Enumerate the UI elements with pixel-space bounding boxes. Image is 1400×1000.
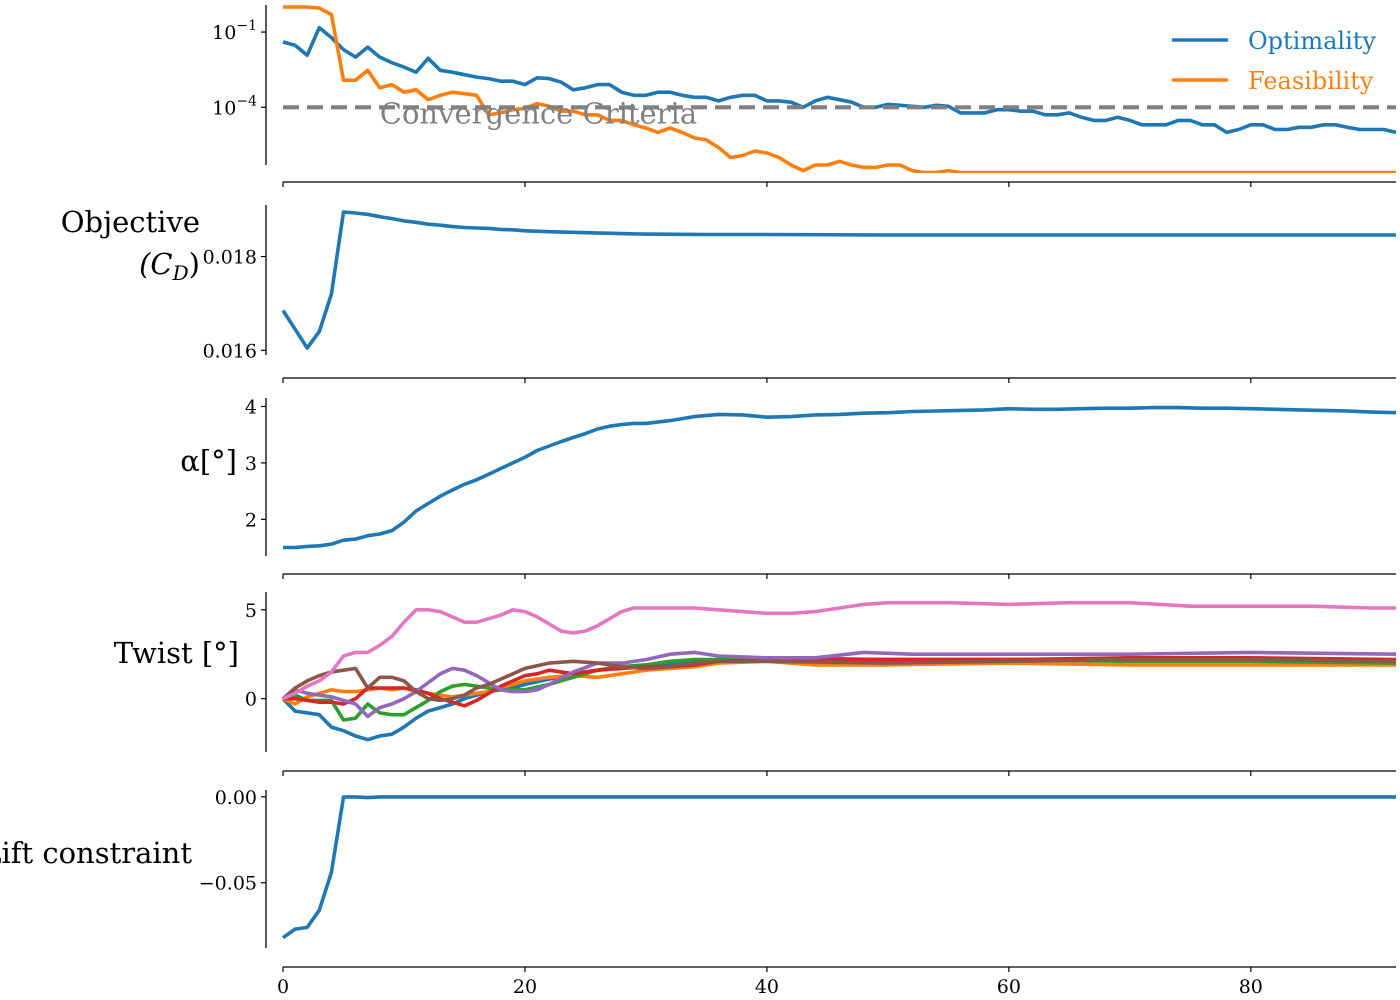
y-tick-label: 10−1	[212, 18, 257, 44]
y-axis-label-line2: (CD)	[139, 247, 200, 285]
series-line-1	[283, 405, 1397, 550]
x-tick-label: 60	[997, 976, 1021, 998]
convergence-criteria-annotation: Convergence Criteria	[380, 96, 697, 130]
series-line-7	[282, 600, 1396, 701]
series-line-1	[281, 210, 1396, 350]
x-tick-label: 80	[1239, 976, 1263, 998]
series-line-6	[281, 657, 1397, 703]
y-axis-label: Twist [°]	[114, 636, 239, 670]
y-tick-label: 0.016	[203, 340, 257, 362]
y-axis-label: Objective	[61, 205, 200, 239]
legend-label: Feasibility	[1248, 67, 1374, 95]
y-tick-label: 0.018	[203, 247, 257, 269]
subplot-4: 0 5 Twist [°]	[114, 592, 1397, 776]
y-tick-label: 4	[245, 396, 257, 418]
y-tick-label: 0	[245, 689, 257, 711]
y-axis-label: Lift constraint	[0, 836, 192, 870]
series-line-5	[281, 650, 1397, 719]
series-feasibility-line	[283, 5, 1396, 173]
x-tick-label: 20	[513, 976, 537, 998]
y-tick-label: 5	[245, 600, 257, 622]
y-tick-label: 0.00	[215, 787, 257, 809]
x-tick-label: 0	[277, 976, 289, 998]
y-tick-label: 3	[245, 453, 257, 475]
y-tick-label: 10−4	[212, 93, 257, 119]
x-tick-label: 40	[755, 976, 779, 998]
legend-label: Optimality	[1248, 27, 1376, 55]
y-tick-label: −0.05	[199, 873, 257, 895]
legend: Optimality Feasibility	[1172, 27, 1376, 95]
series-optimality-line	[282, 25, 1397, 135]
subplot-5: −0.05 0.00 0 20 40 60 80 Lift constraint	[0, 787, 1396, 998]
subplot-1: 10−1 10−4 Convergence Criteria Optimality Fe…	[212, 5, 1397, 187]
y-axis-label: α[°]	[180, 444, 237, 478]
subplot-3: 2 3 4 α[°]	[180, 396, 1397, 579]
y-tick-label: 2	[245, 509, 257, 531]
series-line-1	[281, 795, 1396, 940]
